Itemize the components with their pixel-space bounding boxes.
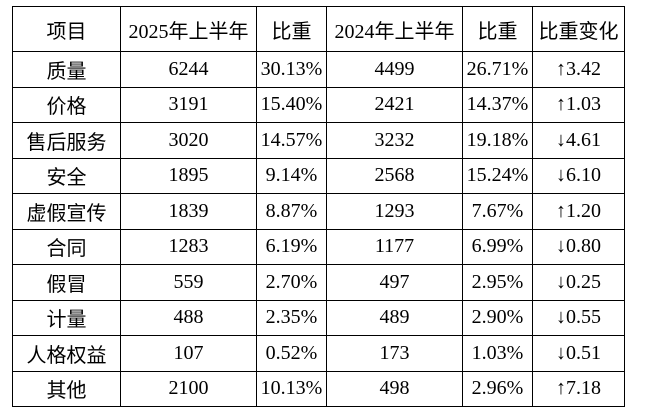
row-label: 人格权益 [12, 335, 121, 372]
cell: 1177 [326, 228, 463, 265]
cell: 10.13% [256, 370, 327, 407]
row-label: 其他 [12, 370, 121, 407]
cell: 4499 [326, 51, 463, 88]
cell: 2421 [326, 86, 463, 123]
cell: 488 [120, 299, 257, 336]
cell: ↑1.03 [532, 86, 625, 123]
cell: ↓0.80 [532, 228, 625, 265]
cell: ↓4.61 [532, 122, 625, 159]
table-row: 假冒 559 2.70% 497 2.95% ↓0.25 [12, 264, 625, 301]
cell: 6244 [120, 51, 257, 88]
data-table: 项目 2025年上半年 比重 2024年上半年 比重 比重变化 质量 6244 30.13% 4… [12, 6, 625, 407]
cell: ↓6.10 [532, 157, 625, 194]
table-row: 虚假宣传 1839 8.87% 1293 7.67% ↑1.20 [12, 193, 625, 230]
row-label: 合同 [12, 228, 121, 265]
cell: 2.95% [462, 264, 533, 301]
table-row: 人格权益 107 0.52% 173 1.03% ↓0.51 [12, 335, 625, 372]
header-cell: 2024年上半年 [326, 6, 463, 52]
row-label: 计量 [12, 299, 121, 336]
cell: ↑3.42 [532, 51, 625, 88]
row-label: 安全 [12, 157, 121, 194]
cell: 19.18% [462, 122, 533, 159]
cell: 2.35% [256, 299, 327, 336]
cell: 497 [326, 264, 463, 301]
row-label: 售后服务 [12, 122, 121, 159]
cell: 3191 [120, 86, 257, 123]
cell: 1293 [326, 193, 463, 230]
table-row: 安全 1895 9.14% 2568 15.24% ↓6.10 [12, 157, 625, 194]
cell: 1839 [120, 193, 257, 230]
cell: 107 [120, 335, 257, 372]
cell: 173 [326, 335, 463, 372]
cell: 3232 [326, 122, 463, 159]
table-row: 质量 6244 30.13% 4499 26.71% ↑3.42 [12, 51, 625, 88]
cell: 498 [326, 370, 463, 407]
row-label: 质量 [12, 51, 121, 88]
cell: 8.87% [256, 193, 327, 230]
cell: 15.24% [462, 157, 533, 194]
table-body: 质量 6244 30.13% 4499 26.71% ↑3.42 价格 3191 15.40% 2… [12, 51, 625, 407]
cell: 9.14% [256, 157, 327, 194]
cell: 2568 [326, 157, 463, 194]
table-row: 价格 3191 15.40% 2421 14.37% ↑1.03 [12, 86, 625, 123]
header-cell: 比重 [256, 6, 327, 52]
cell: 2.96% [462, 370, 533, 407]
cell: 7.67% [462, 193, 533, 230]
row-label: 虚假宣传 [12, 193, 121, 230]
cell: 489 [326, 299, 463, 336]
cell: 30.13% [256, 51, 327, 88]
cell: 559 [120, 264, 257, 301]
cell: ↑1.20 [532, 193, 625, 230]
cell: 3020 [120, 122, 257, 159]
cell: 6.19% [256, 228, 327, 265]
table-row: 其他 2100 10.13% 498 2.96% ↑7.18 [12, 370, 625, 407]
cell: 1283 [120, 228, 257, 265]
cell: 26.71% [462, 51, 533, 88]
cell: ↓0.51 [532, 335, 625, 372]
table-row: 合同 1283 6.19% 1177 6.99% ↓0.80 [12, 228, 625, 265]
header-cell: 比重 [462, 6, 533, 52]
table-row: 计量 488 2.35% 489 2.90% ↓0.55 [12, 299, 625, 336]
header-cell: 2025年上半年 [120, 6, 257, 52]
row-label: 假冒 [12, 264, 121, 301]
cell: 2.70% [256, 264, 327, 301]
row-label: 价格 [12, 86, 121, 123]
header-cell: 比重变化 [532, 6, 625, 52]
header-cell: 项目 [12, 6, 121, 52]
cell: 1895 [120, 157, 257, 194]
cell: ↑7.18 [532, 370, 625, 407]
cell: 14.57% [256, 122, 327, 159]
cell: 0.52% [256, 335, 327, 372]
table-head: 项目 2025年上半年 比重 2024年上半年 比重 比重变化 [12, 6, 625, 52]
cell: ↓0.55 [532, 299, 625, 336]
cell: 15.40% [256, 86, 327, 123]
cell: 1.03% [462, 335, 533, 372]
header-row: 项目 2025年上半年 比重 2024年上半年 比重 比重变化 [12, 6, 625, 52]
cell: 14.37% [462, 86, 533, 123]
table-row: 售后服务 3020 14.57% 3232 19.18% ↓4.61 [12, 122, 625, 159]
cell: ↓0.25 [532, 264, 625, 301]
cell: 6.99% [462, 228, 533, 265]
cell: 2.90% [462, 299, 533, 336]
cell: 2100 [120, 370, 257, 407]
